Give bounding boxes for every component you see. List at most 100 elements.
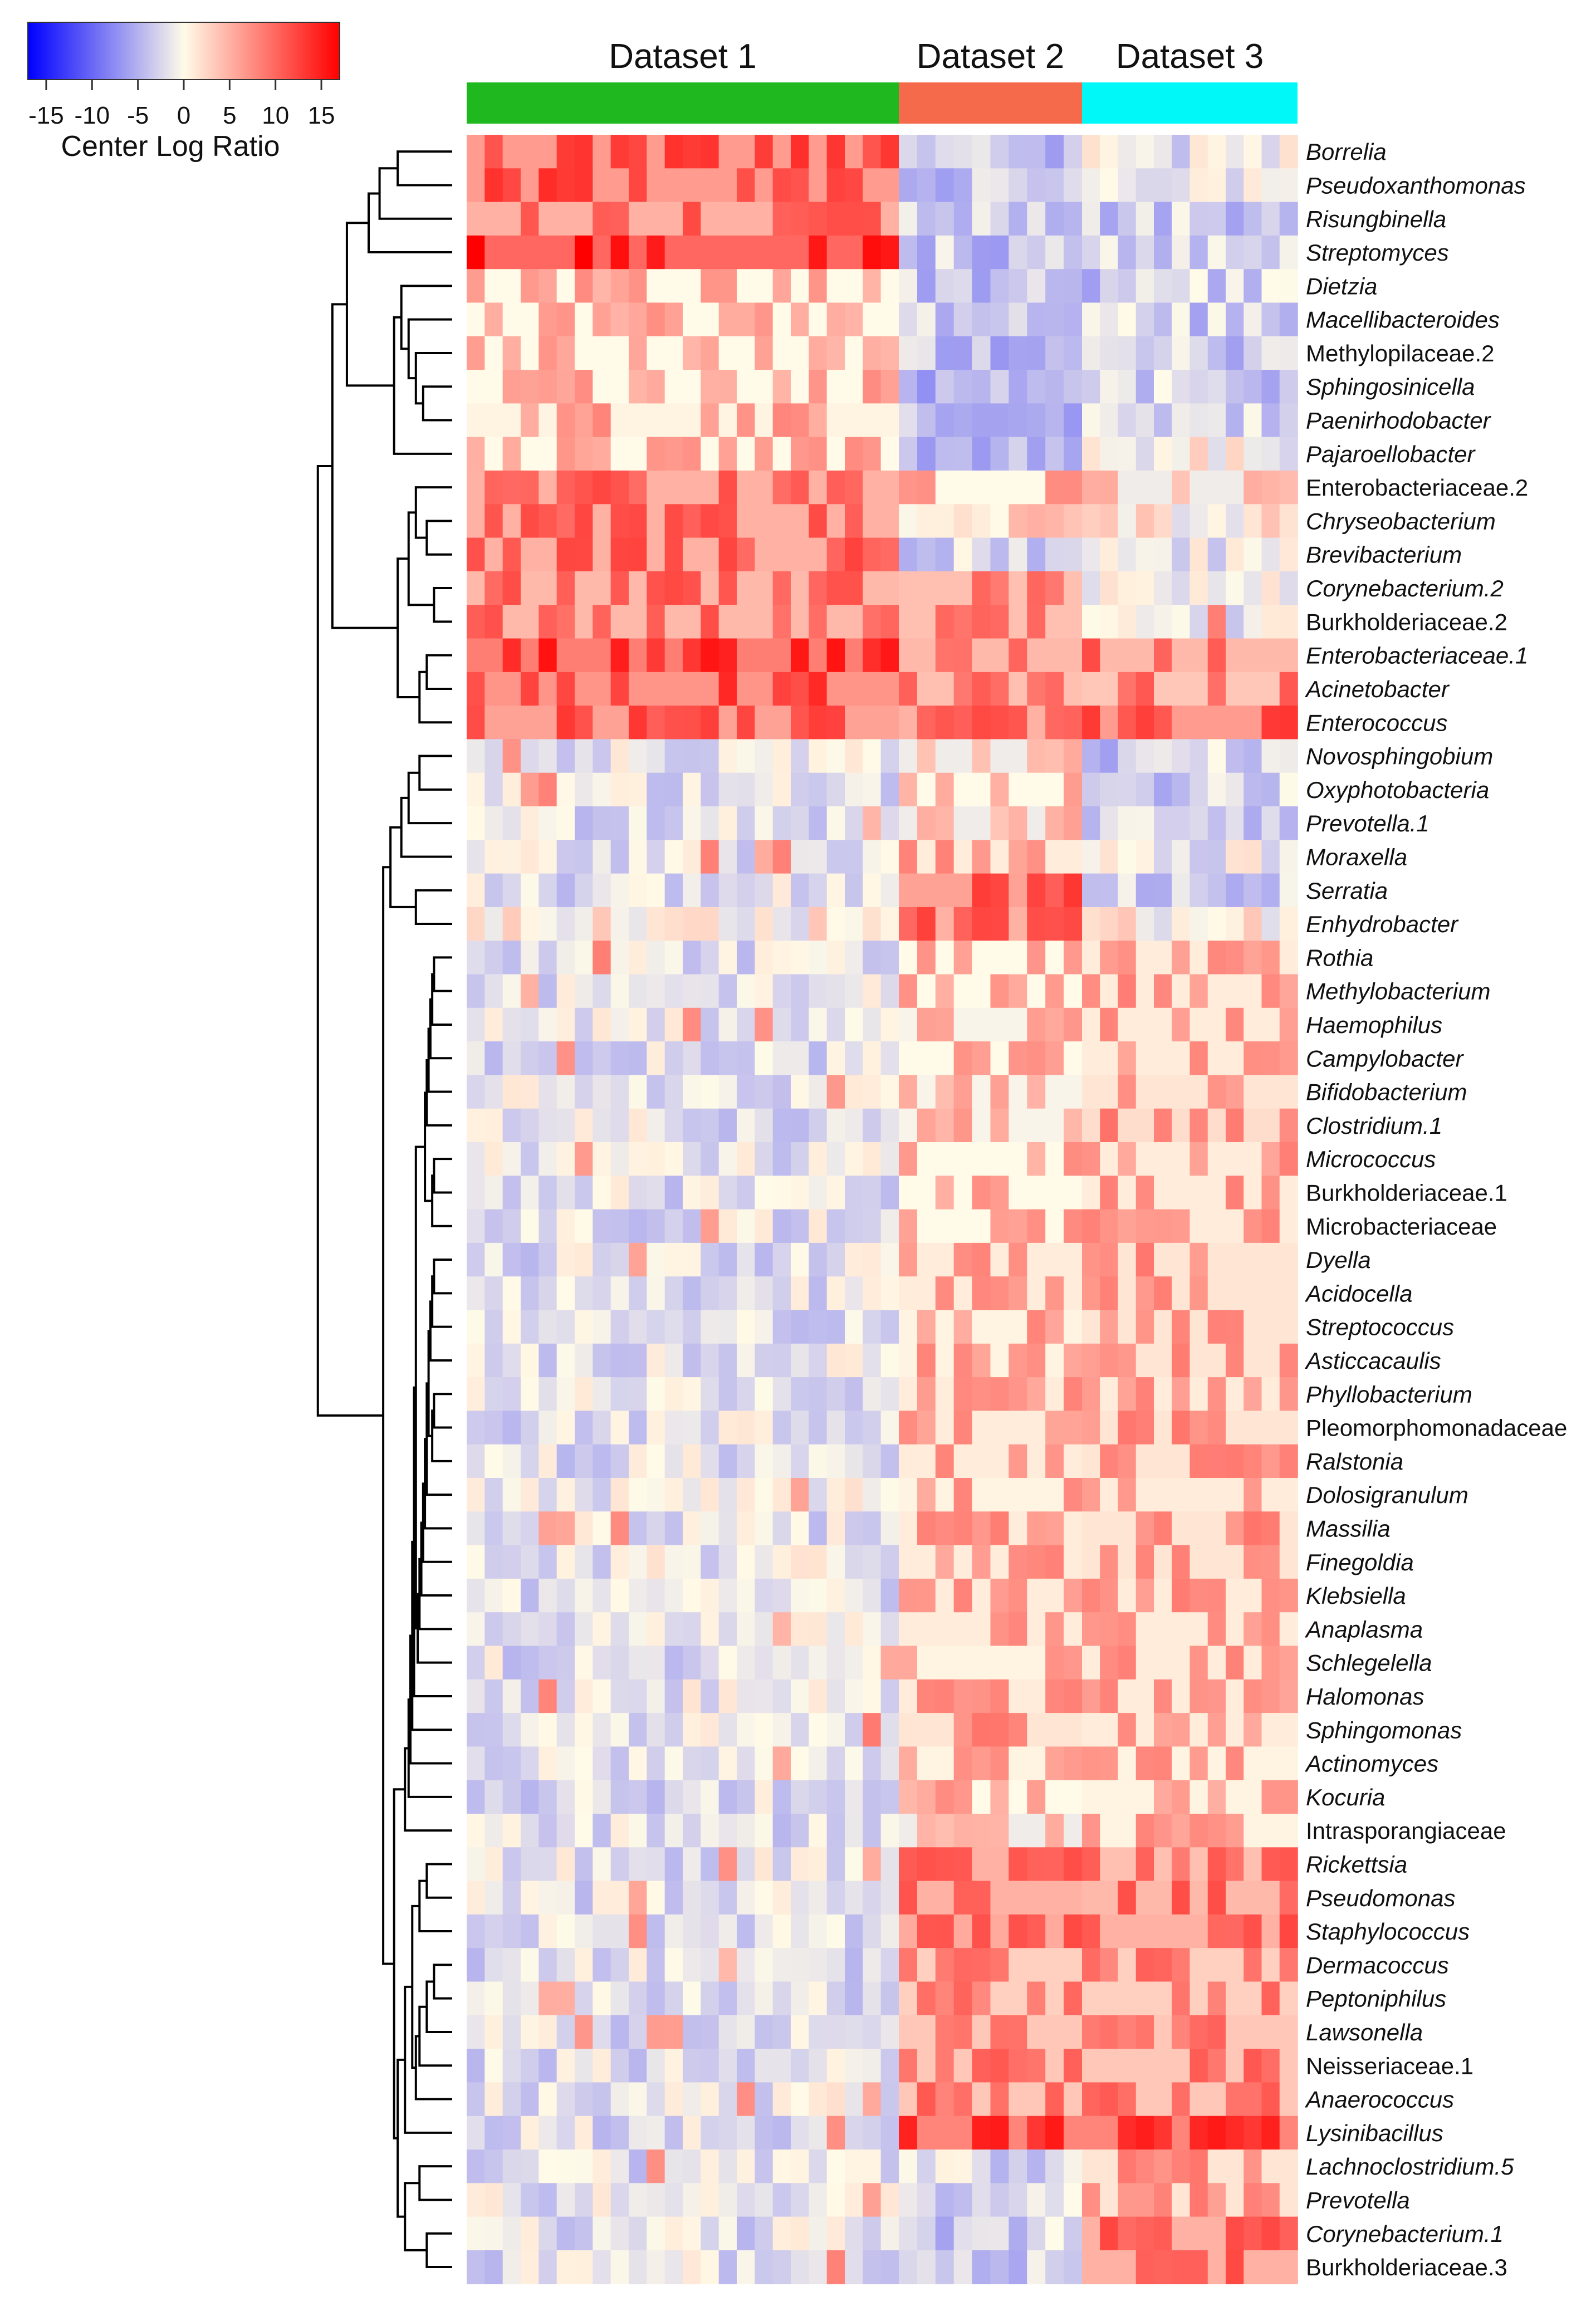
heatmap-cell bbox=[1064, 2015, 1083, 2049]
heatmap-cell bbox=[556, 1914, 575, 1948]
dendrogram-branch bbox=[407, 511, 434, 606]
heatmap-cell bbox=[953, 1108, 973, 1143]
heatmap-cell bbox=[701, 1814, 719, 1848]
heatmap-cell bbox=[647, 2183, 665, 2217]
heatmap-cell bbox=[917, 370, 936, 404]
heatmap-cell bbox=[1135, 1478, 1154, 1512]
heatmap-cell bbox=[845, 471, 864, 505]
heatmap-cell bbox=[629, 1142, 648, 1177]
heatmap-cell bbox=[1045, 873, 1064, 908]
heatmap-cell bbox=[467, 1075, 486, 1109]
heatmap-cell bbox=[1008, 2150, 1028, 2184]
heatmap-cell bbox=[718, 168, 737, 203]
heatmap-cell bbox=[972, 1007, 991, 1042]
dendrogram-branch bbox=[431, 1409, 452, 1462]
dendrogram-branch bbox=[425, 1980, 452, 2033]
row-label: Burkholderiaceae.3 bbox=[1306, 2254, 1507, 2280]
heatmap-cell bbox=[1082, 1881, 1101, 1915]
heatmap-cell bbox=[593, 638, 611, 673]
heatmap-cell bbox=[647, 1411, 665, 1445]
heatmap-cell bbox=[521, 706, 540, 740]
heatmap-cell bbox=[845, 1981, 864, 2016]
heatmap-cell bbox=[972, 1713, 991, 1747]
heatmap-cell bbox=[556, 1377, 575, 1412]
heatmap-cell bbox=[647, 941, 665, 975]
heatmap-cell bbox=[917, 1343, 936, 1378]
heatmap-cell bbox=[845, 605, 864, 639]
heatmap-cell bbox=[863, 1578, 882, 1613]
heatmap-cell bbox=[880, 471, 899, 505]
heatmap-cell bbox=[1226, 672, 1245, 706]
heatmap-cell bbox=[647, 336, 665, 370]
heatmap-cell bbox=[845, 2049, 864, 2083]
heatmap-cell bbox=[935, 2015, 954, 2049]
heatmap-cell bbox=[1100, 974, 1119, 1008]
heatmap-cell bbox=[845, 168, 864, 203]
heatmap-cell bbox=[935, 1612, 954, 1647]
heatmap-cell bbox=[863, 1343, 882, 1378]
heatmap-cell bbox=[1027, 437, 1046, 471]
heatmap-cell bbox=[737, 706, 756, 740]
heatmap-cell bbox=[1045, 235, 1064, 270]
heatmap-cell bbox=[809, 1343, 828, 1378]
heatmap-cell bbox=[647, 1713, 665, 1747]
row-labels: BorreliaPseudoxanthomonasRisungbinellaSt… bbox=[1304, 139, 1567, 2280]
heatmap-cell bbox=[863, 2150, 882, 2184]
heatmap-cell bbox=[1154, 1780, 1173, 1814]
heatmap-cell bbox=[538, 437, 557, 471]
heatmap-cell bbox=[1064, 537, 1083, 572]
heatmap-cell bbox=[467, 1914, 486, 1948]
heatmap-cell bbox=[1100, 739, 1119, 773]
heatmap-cell bbox=[1172, 1948, 1191, 1982]
heatmap-cell bbox=[953, 605, 973, 639]
heatmap-cell bbox=[610, 1276, 629, 1311]
heatmap-cell bbox=[899, 1914, 918, 1948]
heatmap-cell bbox=[1064, 1242, 1083, 1277]
heatmap-cell bbox=[1154, 235, 1173, 270]
dendrogram-branch bbox=[414, 2035, 452, 2101]
heatmap-cell bbox=[809, 1881, 828, 1915]
heatmap-cell bbox=[1008, 1612, 1028, 1647]
dendrogram-branch bbox=[429, 1300, 452, 1362]
heatmap-cell bbox=[1008, 1914, 1028, 1948]
heatmap-cell bbox=[701, 235, 719, 270]
heatmap-cell bbox=[629, 1881, 648, 1915]
heatmap-cell bbox=[1279, 1343, 1298, 1378]
heatmap-cell bbox=[538, 504, 557, 538]
row-label: Campylobacter bbox=[1306, 1045, 1464, 1071]
heatmap-cell bbox=[1118, 1411, 1137, 1445]
heatmap-cell bbox=[1027, 941, 1046, 975]
heatmap-cell bbox=[1045, 605, 1064, 639]
heatmap-cell bbox=[972, 2049, 991, 2083]
heatmap-cell bbox=[826, 1242, 845, 1277]
heatmap-cell bbox=[1064, 1041, 1083, 1076]
heatmap-cell bbox=[1226, 269, 1245, 303]
heatmap-cell bbox=[1045, 1814, 1064, 1848]
heatmap-cell bbox=[1279, 941, 1298, 975]
heatmap-cell bbox=[863, 1814, 882, 1848]
heatmap-cell bbox=[791, 403, 810, 438]
heatmap-cell bbox=[1100, 1176, 1119, 1210]
heatmap-cell bbox=[755, 235, 773, 270]
heatmap-cell bbox=[826, 471, 845, 505]
heatmap-cell bbox=[683, 907, 702, 941]
heatmap-cell bbox=[1027, 1914, 1046, 1948]
heatmap-cell bbox=[809, 2082, 828, 2117]
heatmap-cell bbox=[1154, 571, 1173, 605]
heatmap-cell bbox=[647, 471, 665, 505]
heatmap-cell bbox=[502, 840, 521, 874]
heatmap-cell bbox=[845, 706, 864, 740]
heatmap-cell bbox=[610, 1377, 629, 1412]
heatmap-cell bbox=[772, 941, 791, 975]
heatmap-cell bbox=[1172, 1914, 1191, 1948]
heatmap-cell bbox=[1135, 2183, 1154, 2217]
heatmap-cell bbox=[610, 370, 629, 404]
heatmap-cell bbox=[610, 1578, 629, 1613]
heatmap-cell bbox=[935, 2082, 954, 2117]
heatmap-cell bbox=[826, 772, 845, 807]
heatmap-cell bbox=[880, 1646, 899, 1680]
heatmap-cell bbox=[863, 1713, 882, 1747]
heatmap-cell bbox=[1261, 772, 1280, 807]
heatmap-cell bbox=[772, 1679, 791, 1713]
heatmap-cell bbox=[899, 504, 918, 538]
